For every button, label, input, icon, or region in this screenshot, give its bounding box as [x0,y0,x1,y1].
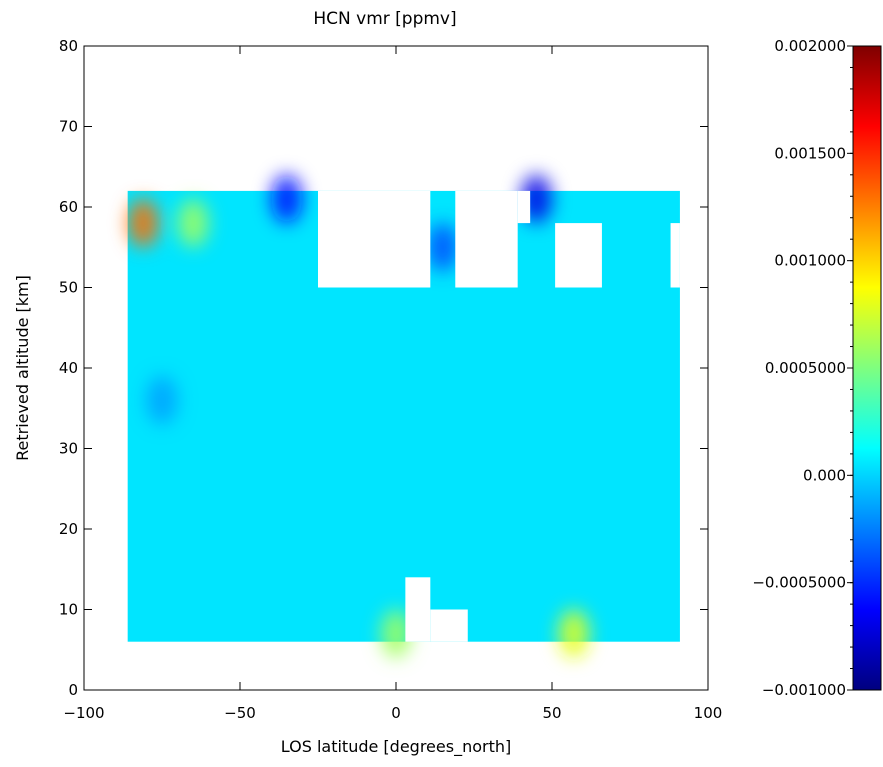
heatmap-field [127,174,680,658]
missing-data-region [455,190,518,288]
heatmap-feature [146,376,178,425]
colorbar [852,45,882,691]
chart-title: HCN vmr [ppmv] [313,9,456,29]
y-tick-label: 20 [59,520,78,538]
x-tick-label: 100 [694,704,723,722]
heatmap-feature [427,223,459,272]
x-tick-label: 50 [542,704,561,722]
y-tick-label: 40 [59,359,78,377]
colorbar-tick-label: 0.0005000 [765,359,846,377]
colorbar-tick-label: 0.001000 [774,252,846,270]
y-tick-label: 70 [59,118,78,136]
colorbar-tick-label: 0.000 [803,466,846,484]
colorbar-axis: −0.001000 −0.0005000 0.000 0.0005000 0.00100… [752,37,853,699]
x-tick-label: −100 [63,704,104,722]
x-tick-label: −50 [224,704,256,722]
heatmap-feature [558,609,590,658]
colorbar-tick-label: 0.001500 [774,144,846,162]
y-tick-label: 10 [59,601,78,619]
y-tick-label: 0 [68,681,78,699]
y-tick-label: 60 [59,198,78,216]
y-axis-label: Retrieved altitude [km] [13,275,32,461]
colorbar-tick-label: −0.0005000 [752,574,846,592]
colorbar-tick-label: 0.002000 [774,37,846,55]
missing-data-region [430,609,468,642]
missing-data-region [670,223,680,288]
colorbar-tick-label: −0.001000 [762,681,846,699]
y-tick-label: 50 [59,279,78,297]
x-axis-label: LOS latitude [degrees_north] [281,737,511,757]
heatmap-feature [271,174,303,224]
missing-data-region [555,223,602,288]
heatmap-features [127,174,590,658]
heatmap-feature [380,609,412,658]
y-tick-label: 80 [59,37,78,55]
heatmap-feature [177,198,209,248]
missing-data-region [405,577,431,642]
y-tick-label: 30 [59,440,78,458]
x-tick-label: 0 [391,704,401,722]
heatmap-feature [127,198,159,248]
missing-data-region [517,190,531,224]
missing-data-region [318,190,431,288]
y-axis: 0 10 20 30 40 50 60 70 80 [59,37,708,699]
x-axis: −100 −50 0 50 100 [63,46,722,722]
